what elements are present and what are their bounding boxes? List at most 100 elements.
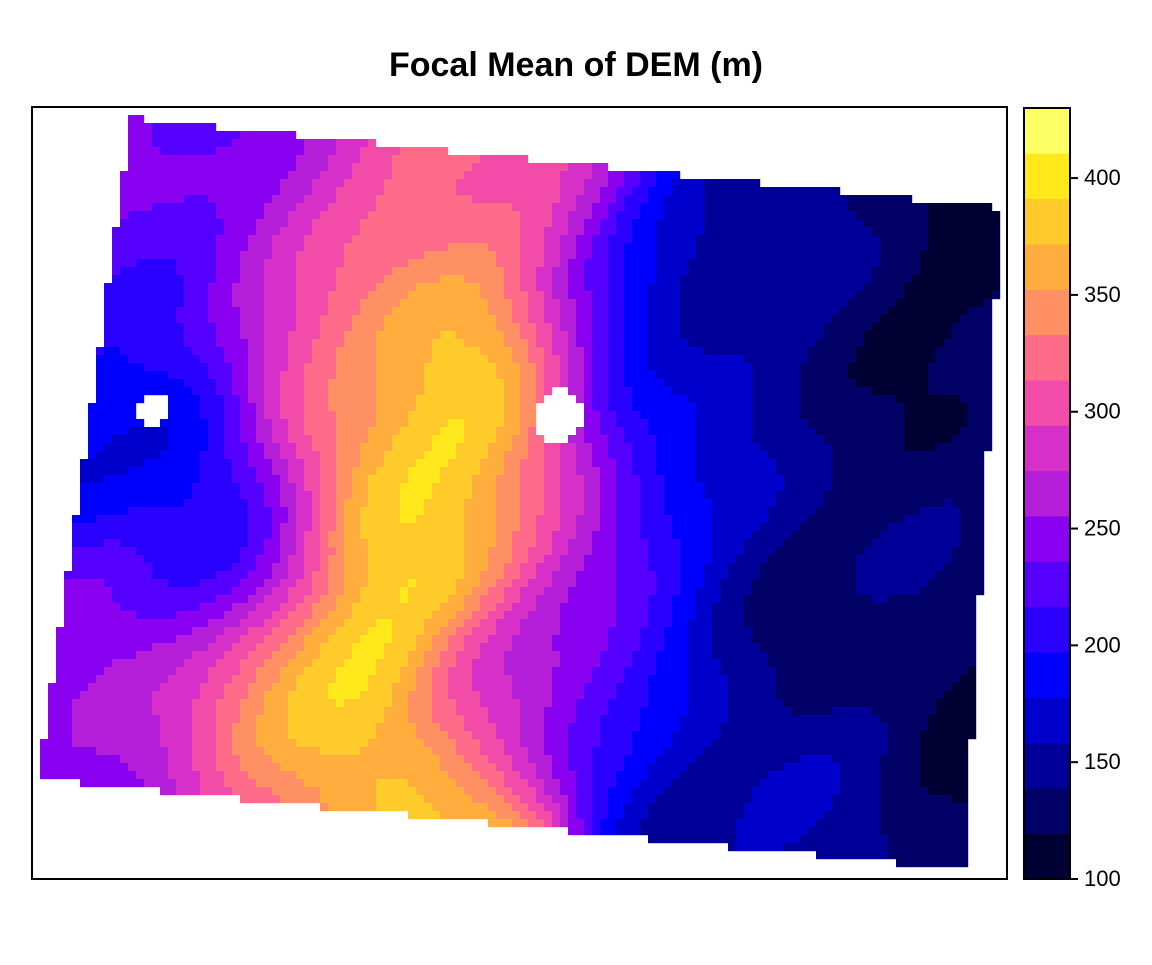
raster-cell bbox=[584, 307, 593, 316]
raster-cell bbox=[872, 403, 881, 412]
raster-cell bbox=[600, 163, 609, 172]
raster-cell bbox=[712, 467, 721, 476]
raster-cell bbox=[656, 331, 665, 340]
raster-cell bbox=[200, 403, 209, 412]
raster-cell bbox=[496, 283, 505, 292]
raster-cell bbox=[528, 227, 537, 236]
raster-cell bbox=[120, 379, 129, 388]
raster-cell bbox=[128, 227, 137, 236]
raster-cell bbox=[736, 211, 745, 220]
raster-cell bbox=[456, 363, 465, 372]
raster-cell bbox=[832, 483, 841, 492]
raster-cell bbox=[664, 515, 673, 524]
raster-cell bbox=[288, 499, 297, 508]
raster-cell bbox=[216, 371, 225, 380]
raster-cell bbox=[520, 179, 529, 188]
raster-cell bbox=[888, 347, 897, 356]
raster-cell bbox=[584, 195, 593, 204]
raster-cell bbox=[272, 403, 281, 412]
raster-cell bbox=[760, 435, 769, 444]
raster-cell bbox=[632, 219, 641, 228]
raster-cell bbox=[840, 475, 849, 484]
raster-cell bbox=[984, 203, 993, 212]
raster-cell bbox=[968, 219, 977, 228]
raster-cell bbox=[464, 355, 473, 364]
raster-cell bbox=[952, 411, 961, 420]
raster-cell bbox=[416, 491, 425, 500]
raster-cell bbox=[328, 307, 337, 316]
raster-cell bbox=[704, 379, 713, 388]
raster-cell bbox=[384, 467, 393, 476]
raster-cell bbox=[912, 203, 921, 212]
raster-cell bbox=[512, 467, 521, 476]
raster-cell bbox=[712, 267, 721, 276]
raster-cell bbox=[688, 275, 697, 284]
raster-cell bbox=[248, 419, 257, 428]
raster-cell bbox=[800, 347, 809, 356]
raster-cell bbox=[920, 227, 929, 236]
raster-cell bbox=[176, 139, 185, 148]
raster-cell bbox=[992, 267, 1001, 276]
raster-cell bbox=[672, 219, 681, 228]
raster-cell bbox=[416, 499, 425, 508]
raster-cell bbox=[880, 307, 889, 316]
raster-cell bbox=[112, 443, 121, 452]
raster-cell bbox=[680, 243, 689, 252]
raster-cell bbox=[944, 299, 953, 308]
raster-cell bbox=[880, 291, 889, 300]
raster-cell bbox=[528, 315, 537, 324]
raster-cell bbox=[392, 171, 401, 180]
raster-cell bbox=[144, 299, 153, 308]
raster-cell bbox=[688, 219, 697, 228]
raster-cell bbox=[432, 163, 441, 172]
raster-cell bbox=[344, 507, 353, 516]
raster-cell bbox=[224, 155, 233, 164]
raster-cell bbox=[616, 211, 625, 220]
raster-cell bbox=[480, 187, 489, 196]
raster-cell bbox=[952, 203, 961, 212]
raster-cell bbox=[504, 283, 513, 292]
raster-cell bbox=[568, 435, 577, 444]
raster-cell bbox=[136, 259, 145, 268]
raster-cell bbox=[832, 387, 841, 396]
raster-cell bbox=[400, 315, 409, 324]
raster-cell bbox=[704, 499, 713, 508]
raster-cell bbox=[888, 467, 897, 476]
raster-cell bbox=[712, 251, 721, 260]
raster-cell bbox=[664, 499, 673, 508]
raster-cell bbox=[272, 347, 281, 356]
raster-cell bbox=[544, 211, 553, 220]
raster-cell bbox=[592, 291, 601, 300]
raster-cell bbox=[352, 139, 361, 148]
raster-cell bbox=[408, 243, 417, 252]
raster-cell bbox=[864, 475, 873, 484]
raster-cell bbox=[784, 387, 793, 396]
raster-cell bbox=[176, 243, 185, 252]
raster-cell bbox=[488, 155, 497, 164]
raster-cell bbox=[512, 443, 521, 452]
raster-cell bbox=[232, 355, 241, 364]
raster-cell bbox=[576, 379, 585, 388]
raster-cell bbox=[736, 507, 745, 516]
raster-cell bbox=[912, 219, 921, 228]
raster-cell bbox=[168, 299, 177, 308]
raster-cell bbox=[584, 355, 593, 364]
raster-cell bbox=[728, 283, 737, 292]
raster-cell bbox=[264, 147, 273, 156]
raster-cell bbox=[960, 491, 969, 500]
raster-cell bbox=[408, 467, 417, 476]
raster-cell bbox=[304, 203, 313, 212]
raster-cell bbox=[688, 267, 697, 276]
raster-cell bbox=[552, 171, 561, 180]
raster-cell bbox=[216, 467, 225, 476]
raster-cell bbox=[832, 395, 841, 404]
raster-cell bbox=[904, 515, 913, 524]
raster-cell bbox=[976, 491, 985, 500]
raster-cell bbox=[600, 251, 609, 260]
raster-cell bbox=[544, 363, 553, 372]
raster-cell bbox=[408, 363, 417, 372]
raster-cell bbox=[720, 403, 729, 412]
raster-cell bbox=[592, 315, 601, 324]
raster-cell bbox=[840, 235, 849, 244]
raster-cell bbox=[816, 475, 825, 484]
